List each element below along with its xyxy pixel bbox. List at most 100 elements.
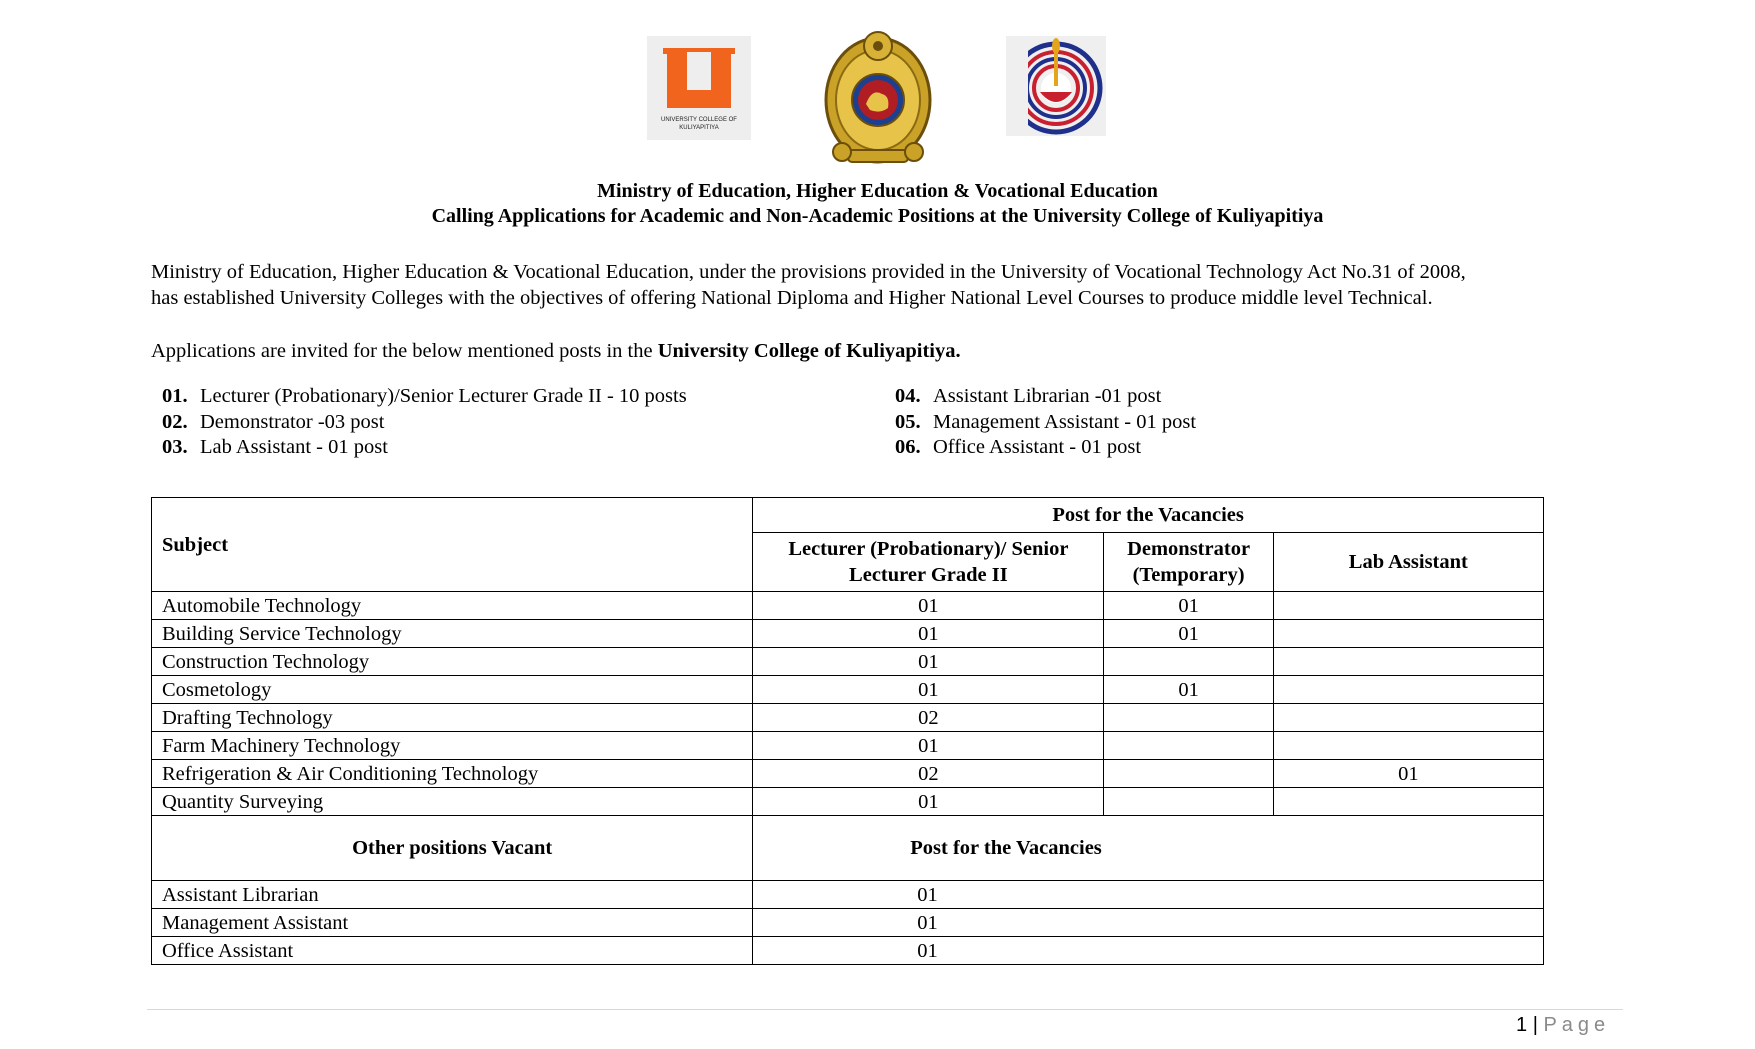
lab-assistant-cell: 01 <box>1272 759 1545 788</box>
list-item-number: 06. <box>895 436 921 458</box>
lecturer-cell: 01 <box>752 675 1105 704</box>
university-college-logo: UNIVERSITY COLLEGE OF KULIYAPITIYA <box>647 36 751 140</box>
lab-assistant-cell <box>1272 591 1545 620</box>
subject-cell: Quantity Surveying <box>150 787 754 816</box>
lecturer-header-line2: Lecturer Grade II <box>849 564 1008 587</box>
lab-assistant-cell <box>1272 731 1545 760</box>
position-cell: Management Assistant <box>150 908 754 937</box>
heading-ministry: Ministry of Education, Higher Education … <box>597 180 1158 202</box>
list-item-number: 05. <box>895 410 921 433</box>
page-number-footer: 1 | Page <box>1516 1014 1610 1037</box>
intro-line1: Ministry of Education, Higher Education … <box>151 261 1466 283</box>
post-list-left: 01. Lecturer (Probationary)/Senior Lectur… <box>162 384 687 461</box>
other-post-vacancies-header: Post for the Vacancies <box>752 815 1544 881</box>
list-item: 05. Management Assistant - 01 post <box>895 410 1196 436</box>
table-row: Automobile Technology 01 01 <box>150 591 1545 620</box>
count-cell: 01 <box>752 936 1544 965</box>
table-row: Building Service Technology 01 01 <box>150 619 1545 648</box>
list-item-text: Lecturer (Probationary)/Senior Lecturer … <box>200 385 687 407</box>
footer-divider <box>147 1009 1623 1010</box>
post-list-right: 04. Assistant Librarian -01 post 05. Manag… <box>895 384 1196 461</box>
subject-cell: Refrigeration & Air Conditioning Technol… <box>150 759 754 788</box>
demonstrator-cell <box>1103 703 1274 732</box>
demonstrator-cell <box>1103 731 1274 760</box>
demonstrator-cell: 01 <box>1103 619 1274 648</box>
lecturer-cell: 02 <box>752 703 1105 732</box>
demonstrator-column-header: Demonstrator (Temporary) <box>1103 532 1274 592</box>
lecturer-cell: 01 <box>752 731 1105 760</box>
subject-header: Subject <box>150 497 754 592</box>
list-item-text: Demonstrator -03 post <box>200 410 385 433</box>
demonstrator-cell: 01 <box>1103 675 1274 704</box>
subject-cell: Farm Machinery Technology <box>150 731 754 760</box>
invite-college: University College of Kuliyapitiya. <box>657 340 961 362</box>
intro-line2: has established University Colleges with… <box>151 287 1433 309</box>
demonstrator-cell: 01 <box>1103 591 1274 620</box>
lab-assistant-cell <box>1272 703 1545 732</box>
table-row: Farm Machinery Technology 01 <box>150 731 1545 760</box>
list-item-number: 04. <box>895 385 921 407</box>
demonstrator-cell <box>1103 647 1274 676</box>
post-vacancies-header: Post for the Vacancies <box>752 496 1544 534</box>
lecturer-column-header: Lecturer (Probationary)/ Senior Lecturer… <box>752 532 1105 592</box>
subject-cell: Automobile Technology <box>150 591 754 620</box>
count-cell: 01 <box>752 908 1544 937</box>
subject-cell: Building Service Technology <box>150 619 754 648</box>
lecturer-cell: 02 <box>752 759 1105 788</box>
lab-assistant-cell <box>1272 647 1545 676</box>
vocational-education-logo-icon <box>1006 36 1106 136</box>
demonstrator-cell <box>1103 759 1274 788</box>
lecturer-cell: 01 <box>752 619 1105 648</box>
page-label: Page <box>1543 1014 1611 1036</box>
position-cell: Office Assistant <box>150 936 754 965</box>
lab-assistant-column-header: Lab Assistant <box>1272 532 1545 592</box>
lecturer-header-line1: Lecturer (Probationary)/ Senior <box>788 538 1069 561</box>
table-row: Construction Technology 01 <box>150 647 1545 676</box>
table-row: Management Assistant 01 <box>150 908 1544 937</box>
subject-cell: Drafting Technology <box>150 703 754 732</box>
intro-paragraph: Ministry of Education, Higher Education … <box>151 259 1631 311</box>
list-item-number: 02. <box>162 410 188 433</box>
logo-caption-line2: KULIYAPITIYA <box>679 125 719 131</box>
demonstrator-cell <box>1103 787 1274 816</box>
page-separator: | <box>1532 1014 1538 1036</box>
list-item: 03. Lab Assistant - 01 post <box>162 435 687 461</box>
count-cell: 01 <box>752 880 1544 909</box>
table-row: Quantity Surveying 01 <box>150 787 1545 816</box>
list-item-text: Office Assistant - 01 post <box>933 436 1142 458</box>
sri-lanka-emblem-icon <box>824 31 932 164</box>
lab-assistant-cell <box>1272 619 1545 648</box>
table-row: Assistant Librarian 01 <box>150 880 1544 909</box>
list-item: 02. Demonstrator -03 post <box>162 410 687 436</box>
subject-cell: Cosmetology <box>150 675 754 704</box>
lecturer-cell: 01 <box>752 647 1105 676</box>
other-positions-header: Other positions Vacant <box>150 815 754 881</box>
demonstrator-header-line2: (Temporary) <box>1132 564 1245 587</box>
header-logos: UNIVERSITY COLLEGE OF KULIYAPITIYA <box>0 24 1755 174</box>
logo-caption-line1: UNIVERSITY COLLEGE OF <box>661 117 737 123</box>
table-row: Cosmetology 01 01 <box>150 675 1545 704</box>
table-row: Drafting Technology 02 <box>150 703 1545 732</box>
demonstrator-header-line1: Demonstrator <box>1127 538 1251 561</box>
list-item-number: 01. <box>162 385 188 407</box>
page-number: 1 <box>1516 1014 1528 1036</box>
lecturer-cell: 01 <box>752 787 1105 816</box>
list-item-text: Lab Assistant - 01 post <box>200 436 388 458</box>
invite-prefix: Applications are invited for the below m… <box>151 340 658 362</box>
list-item-text: Management Assistant - 01 post <box>933 410 1197 433</box>
vacancies-table: Subject Post for the Vacancies Lecturer … <box>150 496 1545 965</box>
list-item: 04. Assistant Librarian -01 post <box>895 384 1196 410</box>
lab-assistant-cell <box>1272 787 1545 816</box>
list-item-text: Assistant Librarian -01 post <box>933 385 1162 407</box>
heading-calling-applications: Calling Applications for Academic and No… <box>431 205 1324 227</box>
position-cell: Assistant Librarian <box>150 880 754 909</box>
list-item: 06. Office Assistant - 01 post <box>895 435 1196 461</box>
list-item-number: 03. <box>162 436 188 458</box>
table-row: Office Assistant 01 <box>150 936 1544 965</box>
list-item: 01. Lecturer (Probationary)/Senior Lectur… <box>162 384 687 410</box>
subject-cell: Construction Technology <box>150 647 754 676</box>
table-row: Refrigeration & Air Conditioning Technol… <box>150 759 1545 788</box>
invite-paragraph: Applications are invited for the below m… <box>151 338 1631 364</box>
lab-assistant-cell <box>1272 675 1545 704</box>
